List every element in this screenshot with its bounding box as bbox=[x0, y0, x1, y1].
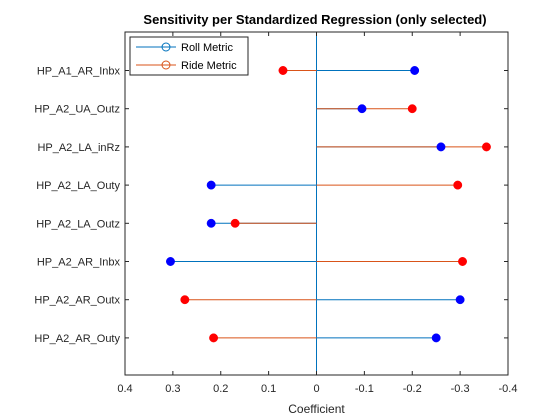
y-category-label: HP_A2_AR_Inbx bbox=[37, 257, 121, 269]
y-category-label: HP_A2_AR_Outy bbox=[34, 333, 120, 345]
x-tick-label: -0.1 bbox=[355, 383, 374, 395]
x-tick-label: -0.2 bbox=[403, 383, 422, 395]
ride-metric-marker bbox=[407, 104, 417, 114]
legend-box bbox=[129, 36, 249, 76]
roll-metric-legend-label: Roll Metric bbox=[181, 42, 233, 54]
ride-metric-marker bbox=[482, 142, 491, 152]
ride-metric-marker bbox=[180, 295, 190, 305]
chart-legend: Roll Metric Ride Metric bbox=[129, 36, 249, 76]
x-tick-label: -0.3 bbox=[451, 383, 470, 395]
y-category-label: HP_A1_AR_Inbx bbox=[37, 66, 121, 78]
x-tick-label: 0.2 bbox=[213, 383, 228, 395]
chart-title: Sensitivity per Standardized Regression … bbox=[143, 12, 486, 27]
ride-metric-legend-marker bbox=[161, 60, 171, 70]
ride-metric-legend-label: Ride Metric bbox=[181, 60, 237, 72]
x-tick-label: 0.4 bbox=[117, 383, 132, 395]
x-tick-label: 0.3 bbox=[165, 383, 180, 395]
ride-metric-marker bbox=[453, 180, 463, 190]
ride-metric-marker bbox=[278, 66, 288, 75]
y-category-label: HP_A2_LA_Outz bbox=[36, 218, 120, 230]
roll-metric-marker bbox=[357, 104, 367, 114]
roll-metric-legend-marker bbox=[161, 42, 171, 52]
y-category-label: HP_A2_AR_Outx bbox=[34, 295, 120, 307]
ride-metric-marker bbox=[230, 218, 240, 228]
roll-metric-marker bbox=[436, 142, 446, 152]
x-tick-label: 0 bbox=[313, 383, 319, 395]
roll-metric-marker bbox=[206, 218, 216, 228]
roll-metric-marker bbox=[166, 257, 175, 266]
ride-metric-marker bbox=[209, 333, 219, 343]
ride-metric-marker bbox=[458, 257, 467, 266]
roll-metric-marker bbox=[206, 180, 216, 190]
roll-metric-marker bbox=[410, 66, 420, 75]
x-axis-label: Coefficient bbox=[288, 402, 345, 416]
roll-metric-marker bbox=[455, 295, 465, 305]
x-tick-label: -0.4 bbox=[499, 383, 518, 395]
y-category-label: HP_A2_LA_Outy bbox=[36, 180, 120, 192]
x-tick-label: 0.1 bbox=[261, 383, 276, 395]
roll-metric-marker bbox=[431, 333, 441, 343]
y-category-label: HP_A2_LA_inRz bbox=[37, 142, 120, 154]
y-category-label: HP_A2_UA_Outz bbox=[34, 104, 120, 116]
